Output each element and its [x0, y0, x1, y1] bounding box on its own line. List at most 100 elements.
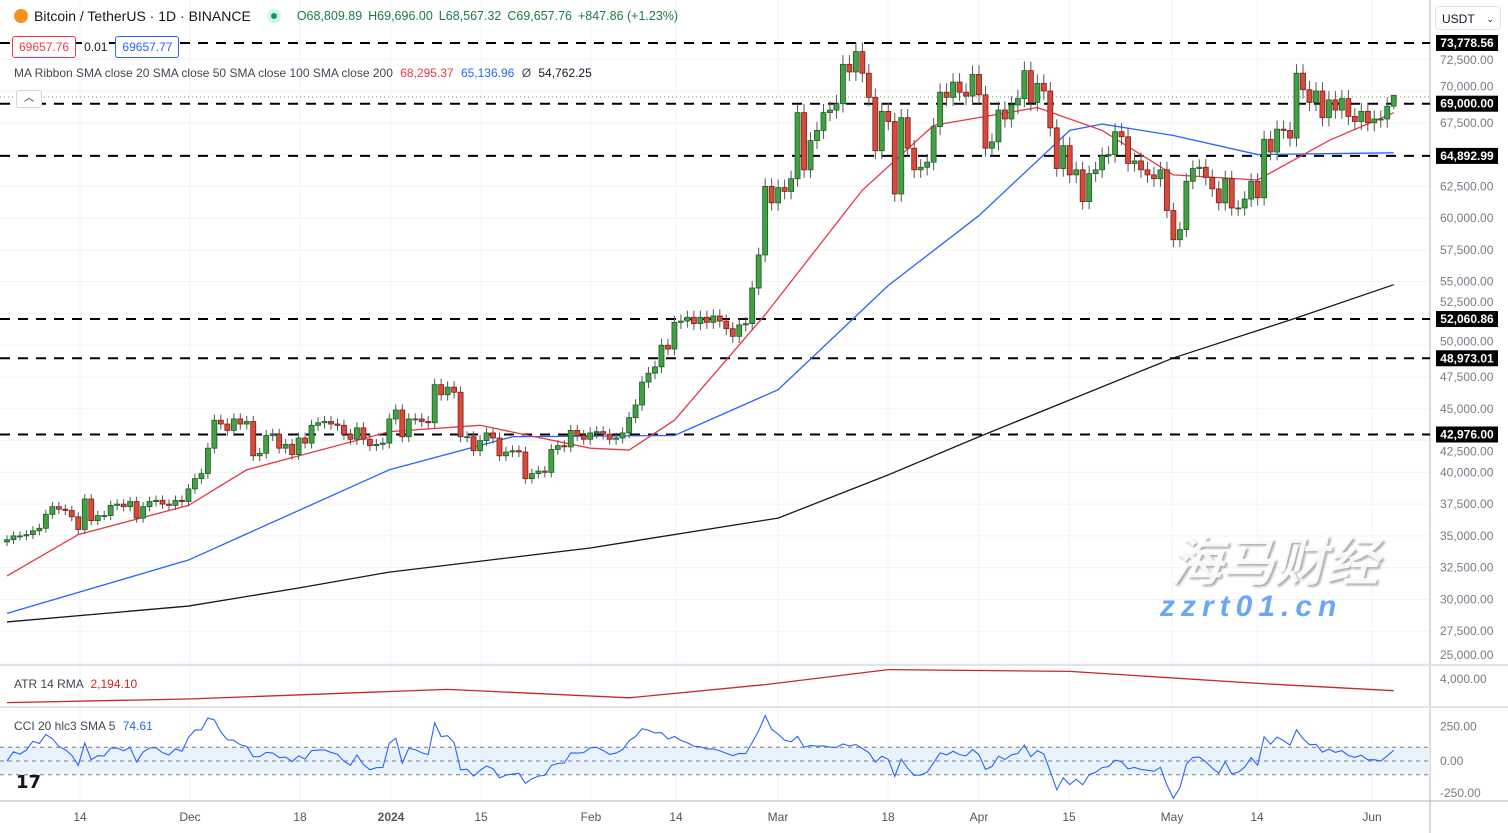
candle-body — [230, 418, 237, 431]
candle — [613, 432, 620, 445]
candle-body — [295, 437, 302, 455]
candle — [1371, 110, 1378, 132]
candle-body — [373, 443, 380, 447]
candle — [36, 523, 43, 536]
candle-body — [114, 503, 121, 506]
x-tick-label: Apr — [970, 810, 989, 824]
level-price-tag — [1436, 350, 1498, 367]
candle — [198, 468, 205, 484]
candle-body — [1371, 118, 1378, 124]
candle — [742, 317, 749, 332]
candle — [412, 413, 419, 425]
y-tick-label: 60,000.00 — [1440, 211, 1494, 225]
currency-select[interactable]: USDT ⌄ — [1435, 6, 1501, 30]
watermark-url: zzrt01.cn — [1160, 590, 1343, 623]
candle-body — [243, 421, 250, 425]
candle-body — [68, 510, 75, 518]
candle-body — [1222, 178, 1229, 204]
ma-ribbon-legend[interactable]: MA Ribbon SMA close 20 SMA close 50 SMA … — [14, 66, 592, 80]
level-price-tag — [1436, 95, 1498, 112]
candle-body — [276, 433, 283, 449]
candle-body — [302, 437, 308, 444]
candle — [1287, 121, 1293, 147]
candle-body — [1306, 89, 1313, 103]
candle-body — [548, 449, 555, 473]
candle-body — [1112, 131, 1118, 155]
candle — [302, 432, 308, 449]
atr-legend[interactable]: ATR 14 RMA 2,194.10 — [14, 677, 137, 691]
candle-body — [943, 91, 950, 98]
candle — [924, 153, 931, 176]
candle — [593, 426, 600, 439]
candle — [632, 399, 639, 424]
candle — [62, 504, 69, 516]
candle-body — [911, 147, 918, 171]
candle-body — [1027, 70, 1034, 103]
candle-body — [924, 161, 931, 168]
candle-body — [1002, 109, 1008, 120]
candle-body — [1099, 155, 1106, 171]
buy-button[interactable]: 69657.77 — [115, 36, 180, 58]
level-price-tag — [1436, 426, 1498, 443]
candle — [237, 413, 244, 430]
candle-body — [930, 126, 937, 163]
candle — [548, 444, 555, 478]
candle — [1248, 173, 1255, 207]
candle — [781, 179, 788, 200]
candle — [172, 495, 179, 511]
candle-body — [366, 438, 373, 447]
candle — [917, 159, 924, 178]
candle-body — [1151, 174, 1157, 180]
candle-body — [1280, 128, 1287, 131]
candle — [1118, 123, 1125, 146]
candle — [263, 430, 270, 459]
candle — [904, 109, 911, 157]
candle-body — [658, 344, 665, 368]
watermark-text: 海马财经 — [1170, 534, 1379, 592]
candle — [943, 83, 950, 107]
candle — [1235, 200, 1242, 216]
candle-body — [1079, 169, 1086, 202]
candle-body — [878, 110, 885, 152]
candle — [1332, 91, 1339, 119]
candle-body — [185, 488, 192, 502]
candle-body — [179, 499, 185, 502]
candle — [1313, 82, 1319, 112]
cci-legend[interactable]: CCI 20 hlc3 SMA 5 74.61 — [14, 719, 153, 733]
candle — [775, 179, 782, 211]
candle-body — [1267, 138, 1274, 153]
candle-body — [1364, 110, 1371, 124]
candle-body — [146, 501, 153, 508]
collapse-legend-button[interactable]: ︿ — [16, 90, 42, 108]
candle-body — [1254, 180, 1261, 199]
candle-body — [107, 504, 114, 516]
y-tick-label: 50,000.00 — [1440, 334, 1494, 348]
x-tick-label: May — [1161, 810, 1184, 824]
y-tick-label: 40,000.00 — [1440, 465, 1494, 479]
symbol-title[interactable]: Bitcoin / TetherUS · 1D · BINANCE — [34, 8, 251, 24]
candle — [1014, 89, 1021, 114]
candle-body — [1189, 168, 1196, 182]
candle-body — [982, 94, 989, 149]
candle-body — [250, 421, 257, 457]
sell-button[interactable]: 69657.76 — [12, 36, 77, 58]
candle — [535, 465, 542, 479]
candle-body — [470, 436, 477, 452]
candle — [865, 64, 872, 107]
candle — [140, 501, 146, 523]
candle — [1196, 159, 1203, 177]
candle-body — [159, 499, 166, 505]
level-price-tag — [1436, 147, 1498, 164]
candle-body — [1235, 207, 1242, 210]
candle-body — [282, 443, 289, 449]
candle — [399, 404, 406, 443]
candle-body — [425, 421, 432, 424]
candle — [833, 94, 840, 119]
candle-body — [1313, 90, 1319, 103]
candle — [127, 496, 134, 512]
cci-tick-label: 0.00 — [1440, 754, 1464, 768]
candle — [405, 413, 412, 443]
tradingview-logo[interactable]: 𝟭𝟳 — [16, 772, 42, 792]
candle-body — [457, 391, 464, 438]
